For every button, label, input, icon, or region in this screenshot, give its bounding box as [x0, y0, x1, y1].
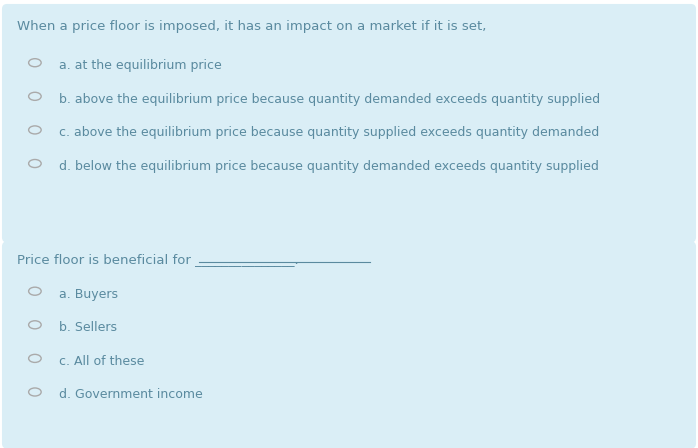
Text: a. at the equilibrium price: a. at the equilibrium price — [59, 59, 222, 72]
Text: Price floor is beneficial for _______________.: Price floor is beneficial for __________… — [17, 253, 299, 266]
Text: b. above the equilibrium price because quantity demanded exceeds quantity suppli: b. above the equilibrium price because q… — [59, 93, 600, 106]
FancyBboxPatch shape — [2, 241, 696, 448]
Text: b. Sellers: b. Sellers — [59, 321, 117, 334]
Text: d. below the equilibrium price because quantity demanded exceeds quantity suppli: d. below the equilibrium price because q… — [59, 160, 599, 173]
Text: c. All of these: c. All of these — [59, 355, 144, 368]
FancyBboxPatch shape — [2, 4, 696, 242]
Text: c. above the equilibrium price because quantity supplied exceeds quantity demand: c. above the equilibrium price because q… — [59, 126, 600, 139]
Text: d. Government income: d. Government income — [59, 388, 203, 401]
Text: When a price floor is imposed, it has an impact on a market if it is set,: When a price floor is imposed, it has an… — [17, 20, 487, 33]
Text: a. Buyers: a. Buyers — [59, 288, 119, 301]
